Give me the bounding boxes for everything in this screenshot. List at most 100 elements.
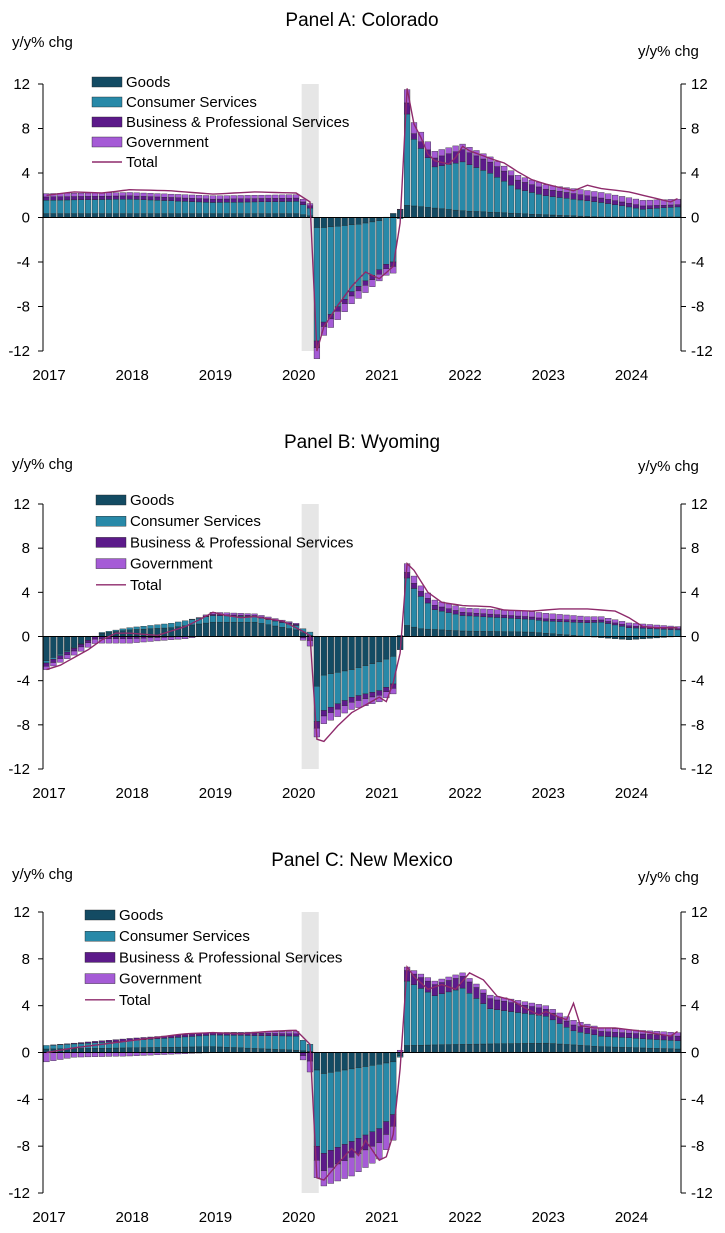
bar-segment-goods (279, 627, 286, 637)
bar-segment-business-professional-services (348, 291, 355, 297)
bar-segment-business-professional-services (473, 987, 480, 999)
bar-segment-consumer-services (563, 1027, 570, 1045)
bar-segment-business-professional-services (299, 201, 307, 205)
bar-segment-business-professional-services (494, 166, 501, 178)
bar-segment-government (674, 1032, 681, 1037)
x-tick-label: 2022 (448, 367, 481, 384)
bar-segment-government (244, 195, 251, 199)
bar-segment-goods (98, 213, 106, 218)
bar-segment-consumer-services (126, 627, 133, 631)
bar-segment-goods (216, 621, 223, 637)
bar-segment-government (598, 192, 605, 199)
bar-segment-consumer-services (584, 622, 591, 637)
bar-segment-goods (376, 636, 383, 663)
bar-segment-consumer-services (320, 674, 327, 711)
bar-segment-goods (459, 1044, 466, 1053)
bar-segment-consumer-services (383, 217, 390, 265)
bar-segment-consumer-services (494, 176, 501, 213)
bar-segment-business-professional-services (480, 613, 487, 617)
bar-segment-goods (341, 217, 348, 226)
bar-segment-business-professional-services (383, 1121, 390, 1135)
bar-segment-business-professional-services (431, 605, 438, 610)
x-tick-label: 2021 (365, 367, 398, 384)
bar-segment-government (535, 1004, 542, 1009)
bar-segment-goods (473, 631, 480, 637)
bar-segment-goods (182, 1046, 189, 1053)
bar-segment-goods (528, 213, 535, 218)
bar-segment-business-professional-services (279, 198, 286, 202)
bar-segment-consumer-services (639, 628, 646, 637)
bar-segment-government (521, 611, 529, 617)
chart-panel-2: Panel B: Wyoming y/y% chg y/y% chg 12 12 8 8 4 4… (8, 432, 712, 802)
bar-segment-goods (535, 1043, 542, 1053)
bar-segment-goods (230, 213, 237, 218)
bar-segment-government (147, 193, 154, 197)
bar-segment-business-professional-services (521, 182, 529, 191)
bar-segment-government (105, 1052, 112, 1057)
bar-segment-government (618, 196, 626, 203)
bar-segment-government (84, 1052, 92, 1058)
bar-segment-business-professional-services (598, 197, 605, 203)
bar-segment-consumer-services (140, 199, 147, 214)
bar-segment-goods (438, 629, 445, 637)
bar-segment-government (362, 1149, 369, 1168)
bar-segment-goods (410, 205, 418, 218)
bar-segment-business-professional-services (355, 286, 362, 292)
bar-segment-consumer-services (480, 616, 487, 632)
bar-segment-goods (355, 1052, 362, 1068)
bar-segment-consumer-services (98, 1042, 106, 1049)
bar-segment-government (133, 638, 140, 643)
y-tick-label-right: 4 (691, 584, 699, 601)
bar-segment-business-professional-services (313, 721, 321, 729)
bar-segment-government (653, 199, 660, 206)
bar-segment-business-professional-services (605, 199, 612, 204)
bar-segment-business-professional-services (612, 200, 619, 205)
bar-segment-consumer-services (445, 612, 452, 631)
bar-segment-consumer-services (216, 1034, 223, 1048)
bar-segment-government (272, 194, 279, 199)
bar-segment-goods (265, 1048, 272, 1053)
bar-segment-business-professional-services (598, 1031, 605, 1037)
bar-segment-consumer-services (591, 622, 598, 637)
bar-segment-business-professional-services (216, 198, 223, 203)
bar-segment-business-professional-services (674, 1035, 681, 1041)
bar-segment-goods (91, 213, 99, 218)
bar-segment-goods (424, 207, 431, 218)
bar-segment-goods (265, 624, 272, 637)
bar-segment-business-professional-services (258, 198, 265, 203)
bar-segment-consumer-services (299, 204, 307, 215)
x-tick-label: 2020 (282, 785, 315, 802)
bar-segment-government (161, 193, 168, 198)
bar-segment-consumer-services (417, 988, 425, 1046)
bar-segment-goods (223, 621, 230, 637)
bar-segment-consumer-services (147, 625, 154, 629)
bar-segment-goods (320, 217, 327, 228)
bar-segment-business-professional-services (182, 1034, 189, 1038)
bar-segment-consumer-services (487, 1008, 494, 1045)
bar-segment-government (563, 614, 570, 620)
bar-segment-consumer-services (501, 617, 508, 632)
bar-segment-government (320, 715, 327, 724)
bar-segment-government (362, 285, 369, 293)
x-tick-label: 2018 (116, 367, 149, 384)
bar-segment-government (466, 978, 473, 983)
bar-segment-goods (161, 1047, 168, 1053)
bar-segment-business-professional-services (494, 614, 501, 618)
bar-segment-goods (119, 1047, 126, 1053)
bar-segment-consumer-services (501, 1010, 508, 1044)
bar-segment-consumer-services (57, 653, 64, 656)
bar-segment-government (98, 1052, 106, 1057)
bar-segment-goods (514, 631, 522, 637)
bar-segment-government (542, 1005, 549, 1010)
bar-segment-consumer-services (632, 1038, 640, 1048)
bar-segment-goods (528, 631, 535, 637)
bar-segment-consumer-services (431, 995, 438, 1046)
bar-segment-goods (202, 622, 210, 637)
bar-segment-consumer-services (452, 613, 459, 631)
bar-segment-business-professional-services (570, 193, 577, 200)
bar-segment-goods (556, 1043, 563, 1053)
bar-segment-consumer-services (660, 1039, 667, 1049)
bar-segment-consumer-services (466, 615, 473, 632)
bar-segment-goods (320, 636, 327, 676)
bar-segment-goods (417, 628, 425, 637)
